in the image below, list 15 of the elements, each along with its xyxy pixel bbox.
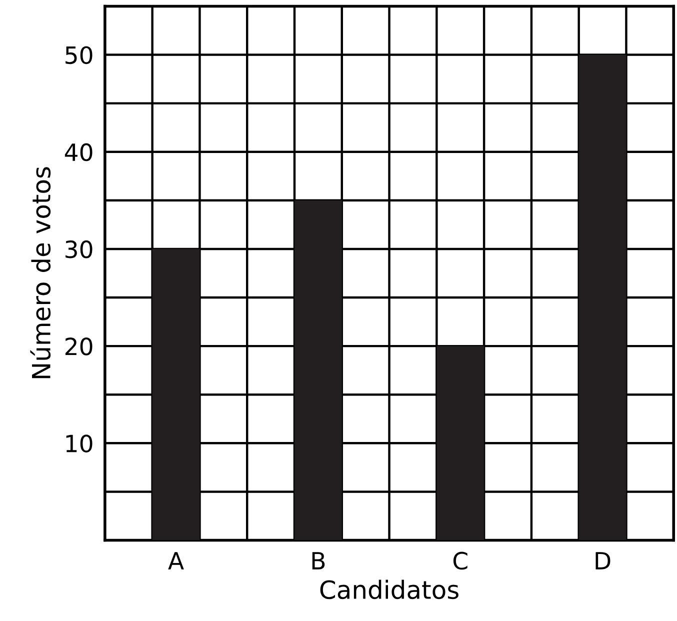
x-tick-label: D: [596, 552, 610, 570]
x-tick-label: A: [168, 552, 184, 570]
x-tick-label: B: [312, 552, 325, 570]
x-axis-title: Candidatos: [320, 580, 458, 600]
y-tick-label: 50: [66, 46, 92, 64]
y-tick-label: 20: [66, 338, 92, 356]
bar: [578, 54, 626, 540]
y-tick-label: 30: [66, 240, 92, 258]
x-tick-label: C: [453, 552, 468, 570]
bar: [436, 346, 484, 540]
bar: [152, 248, 200, 540]
y-axis-title: Número de votos: [30, 167, 51, 378]
y-tick-label: 40: [64, 143, 92, 162]
y-tick-label: 10: [66, 434, 92, 452]
bar: [294, 200, 342, 540]
